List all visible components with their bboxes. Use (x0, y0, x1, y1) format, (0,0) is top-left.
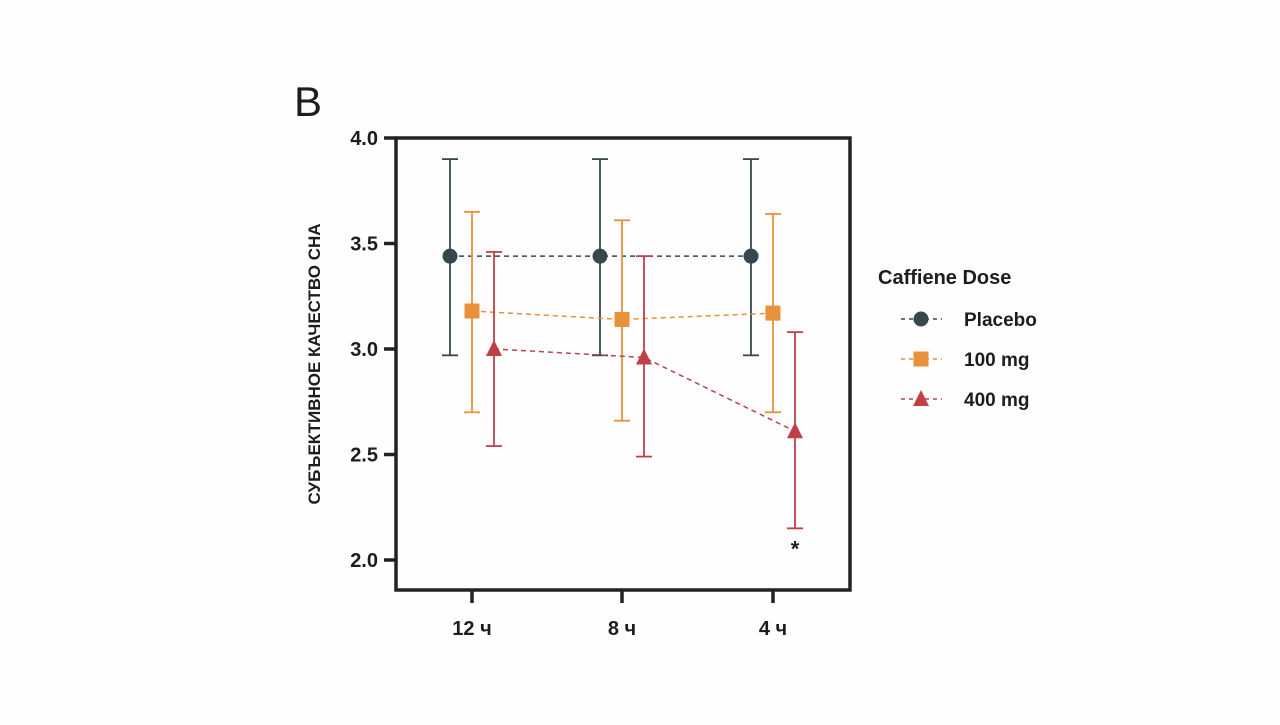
legend-item: Placebo (901, 310, 1037, 331)
significance-annotation: * (791, 536, 800, 561)
x-tick-label: 4 ч (759, 618, 787, 640)
y-tick-label: 2.5 (350, 445, 378, 467)
data-point (636, 348, 652, 365)
legend-marker (913, 351, 929, 367)
series-line (493, 348, 796, 432)
data-point (765, 305, 781, 321)
legend-label: 400 mg (964, 390, 1029, 411)
legend-marker (913, 311, 929, 327)
plot-frame (394, 136, 852, 592)
series-placebo (442, 158, 759, 357)
data-point (592, 248, 608, 264)
y-tick-label: 3.5 (350, 234, 378, 256)
y-tick-label: 4.0 (350, 128, 378, 150)
data-point (464, 303, 480, 319)
data-point (486, 340, 502, 356)
y-tick-label: 2.0 (350, 550, 378, 572)
legend-item: 400 mg (901, 390, 1029, 411)
data-point (614, 311, 630, 327)
legend-marker (913, 390, 929, 406)
x-tick-label: 8 ч (608, 618, 636, 640)
y-axis-label: СУБЪЕКТИВНОЕ КАЧЕСТВО СНА (305, 223, 324, 504)
legend-title: Caffiene Dose (878, 267, 1011, 289)
legend-item: 100 mg (901, 350, 1029, 371)
panel-label: B (294, 78, 322, 125)
data-point (743, 248, 759, 264)
series-400-mg (486, 251, 803, 530)
data-point (442, 248, 458, 264)
x-tick-label: 12 ч (452, 618, 491, 640)
legend-label: 100 mg (964, 350, 1029, 371)
legend-label: Placebo (964, 310, 1037, 331)
data-point (787, 422, 803, 439)
series-100-mg (464, 210, 781, 422)
y-tick-label: 3.0 (350, 339, 378, 361)
